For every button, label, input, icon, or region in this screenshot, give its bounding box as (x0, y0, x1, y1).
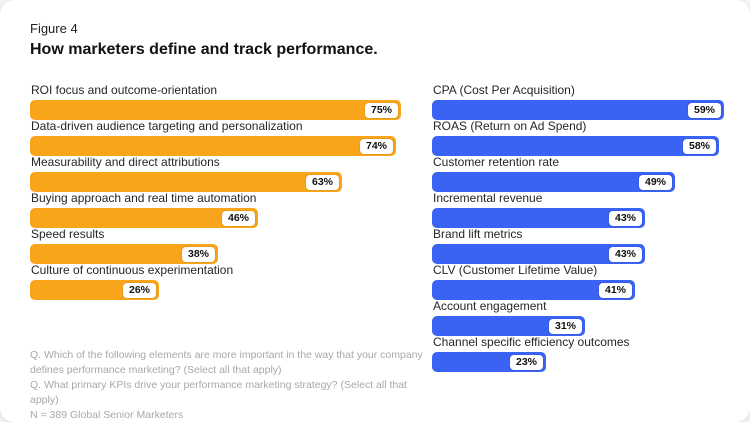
bar-label: Incremental revenue (433, 191, 543, 205)
bar-row: Measurability and direct attributions 63% (30, 156, 405, 192)
bar: 59% (432, 100, 724, 120)
bar-row: Account engagement 31% (432, 300, 728, 336)
bar-value-badge: 58% (682, 138, 716, 154)
bar-value-badge: 41% (598, 282, 632, 298)
bar-value-badge: 49% (638, 174, 672, 190)
bar: 26% (30, 280, 159, 300)
bar-row: CLV (Customer Lifetime Value) 41% (432, 264, 728, 300)
bar: 31% (432, 316, 585, 336)
bar: 58% (432, 136, 719, 156)
bar-value-badge: 63% (305, 174, 339, 190)
bar-label: Measurability and direct attributions (31, 155, 220, 169)
bar-label: ROI focus and outcome-orientation (31, 83, 218, 97)
bar: 74% (30, 136, 396, 156)
bar-value-badge: 43% (608, 246, 642, 262)
bar-row: Channel specific efficiency outcomes 23% (432, 336, 728, 372)
bar: 75% (30, 100, 401, 120)
bar: 49% (432, 172, 675, 192)
bar-value-badge: 59% (687, 102, 721, 118)
bar-label: Data-driven audience targeting and perso… (31, 119, 303, 133)
bar-value-badge: 43% (608, 210, 642, 226)
bar-row: Incremental revenue 43% (432, 192, 728, 228)
bar-value-badge: 74% (359, 138, 393, 154)
bar-row: Customer retention rate 49% (432, 156, 728, 192)
bar-label: CPA (Cost Per Acquisition) (433, 83, 575, 97)
figure-title: How marketers define and track performan… (30, 41, 378, 58)
bar-value-badge: 46% (221, 210, 255, 226)
bar: 23% (432, 352, 546, 372)
bar: 41% (432, 280, 635, 300)
bar-row: ROI focus and outcome-orientation 75% (30, 84, 405, 120)
bar-label: Customer retention rate (433, 155, 560, 169)
bar-value-badge: 23% (509, 354, 543, 370)
bar-row: Buying approach and real time automation… (30, 192, 405, 228)
bar-label: Channel specific efficiency outcomes (433, 335, 630, 349)
figure-header: Figure 4 How marketers define and track … (30, 20, 378, 60)
bar: 43% (432, 244, 645, 264)
bar-label: Speed results (31, 227, 105, 241)
bar-row: Brand lift metrics 43% (432, 228, 728, 264)
bar-value-badge: 31% (548, 318, 582, 334)
bar: 46% (30, 208, 258, 228)
figure-number: Figure 4 (30, 21, 78, 36)
bar-label: ROAS (Return on Ad Spend) (433, 119, 587, 133)
bar: 43% (432, 208, 645, 228)
bar-row: Culture of continuous experimentation 26% (30, 264, 405, 300)
bar-label: CLV (Customer Lifetime Value) (433, 263, 598, 277)
chart-right-column: CPA (Cost Per Acquisition) 59% ROAS (Retur… (432, 84, 728, 372)
bar-value-badge: 38% (181, 246, 215, 262)
bar-label: Account engagement (433, 299, 547, 313)
footnote-line: Q. What primary KPIs drive your performa… (30, 379, 407, 406)
chart-left-column: ROI focus and outcome-orientation 75% Data… (30, 84, 405, 300)
bar-row: CPA (Cost Per Acquisition) 59% (432, 84, 728, 120)
bar-row: Speed results 38% (30, 228, 405, 264)
bar-value-badge: 26% (122, 282, 156, 298)
bar-value-badge: 75% (364, 102, 398, 118)
bar: 38% (30, 244, 218, 264)
footnote-line: N = 389 Global Senior Marketers (30, 409, 184, 421)
footnote-line: Q. Which of the following elements are m… (30, 349, 423, 376)
footnotes: Q. Which of the following elements are m… (30, 348, 432, 422)
bar-label: Culture of continuous experimentation (31, 263, 234, 277)
bar-label: Buying approach and real time automation (31, 191, 257, 205)
bar: 63% (30, 172, 342, 192)
bar-row: Data-driven audience targeting and perso… (30, 120, 405, 156)
bar-row: ROAS (Return on Ad Spend) 58% (432, 120, 728, 156)
bar-label: Brand lift metrics (433, 227, 523, 241)
